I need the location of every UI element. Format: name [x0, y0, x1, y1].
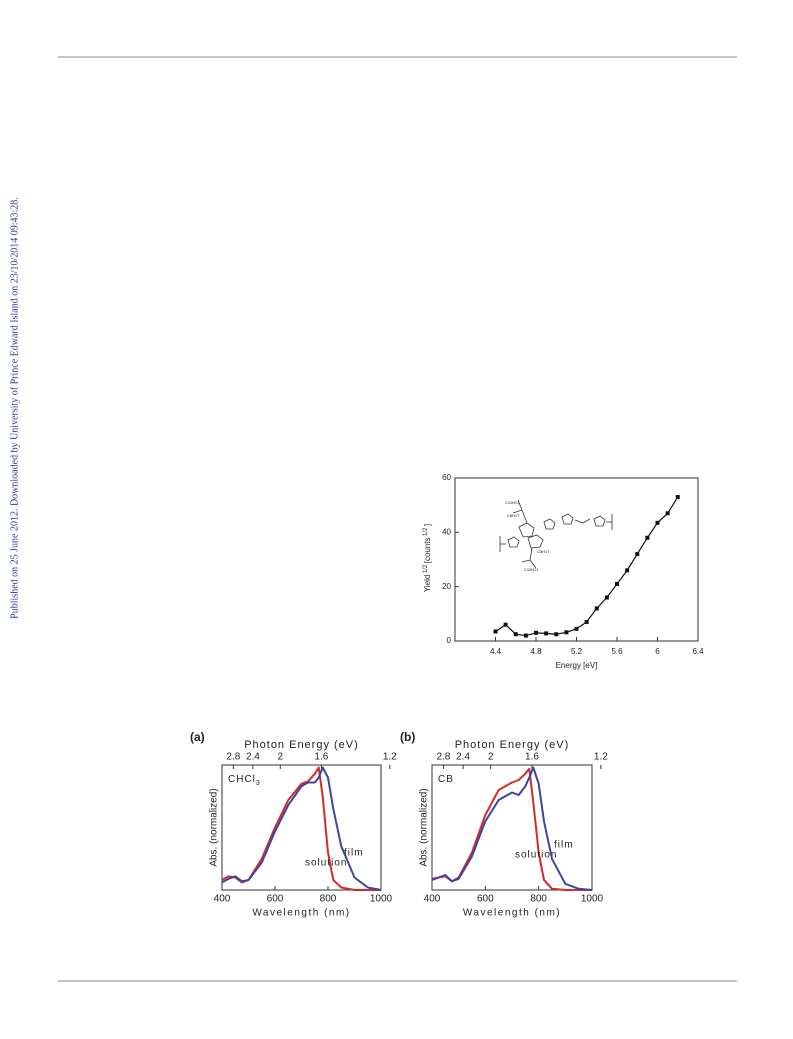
- x2-tick-label: 1.6: [314, 752, 328, 763]
- spectrum-line: [431, 766, 593, 891]
- series-label: film: [344, 848, 364, 859]
- data-point: [615, 581, 619, 586]
- series-label: film: [554, 840, 574, 851]
- data-point: [594, 606, 599, 611]
- data-point: [655, 520, 660, 525]
- molecule-inset: [499, 499, 613, 569]
- x2-tick-label: 1.2: [594, 752, 608, 763]
- inset-label: CB: [438, 774, 454, 785]
- x-tick-label: 5.6: [611, 647, 623, 656]
- inset-label-part: CB: [438, 774, 454, 785]
- data-point: [584, 619, 589, 624]
- x-tick-label: 4.4: [490, 647, 502, 656]
- data-point: [544, 631, 549, 636]
- data-point: [665, 511, 670, 516]
- data-point: [675, 495, 680, 500]
- data-point: [645, 535, 650, 540]
- y-axis-title: Abs. (normalized): [419, 788, 430, 866]
- x-tick-label: 400: [424, 894, 441, 905]
- plot-frame: [431, 764, 593, 891]
- spectrum-line: [431, 767, 592, 891]
- molecule-label: C10H21: [524, 567, 539, 572]
- x2-axis-title: Photon Energy (eV): [455, 739, 570, 751]
- y-axis-title: Abs. (normalized): [209, 788, 220, 866]
- x-tick-label: 5.2: [571, 647, 583, 656]
- side-text: Published on 25 June 2012. Downloaded by…: [9, 197, 20, 619]
- x-tick-label: 600: [267, 894, 284, 905]
- x-tick-label: 4.8: [530, 647, 542, 656]
- data-point: [635, 552, 640, 557]
- y-axis-title-part: 1/2: [423, 564, 429, 573]
- x-tick-label: 6: [655, 647, 660, 656]
- x-tick-label: 600: [477, 894, 494, 905]
- series-label: solution: [515, 850, 557, 861]
- data-point: [554, 632, 559, 637]
- series-label: solution: [305, 858, 347, 869]
- x-tick-label: 1000: [581, 894, 604, 905]
- plot-frame: [454, 477, 699, 642]
- y-axis-title-part: 1/2: [423, 527, 429, 536]
- data-point: [503, 622, 508, 627]
- y-tick-label: 0: [447, 636, 452, 645]
- data-point: [534, 630, 538, 635]
- spectrum-line: [221, 766, 381, 891]
- y-axis-title-part: Yield: [423, 575, 432, 593]
- y-tick-label: 40: [442, 527, 451, 536]
- data-point: [574, 626, 579, 631]
- molecule-label: C8H17: [537, 549, 550, 554]
- inset-label-part: 3: [256, 780, 261, 787]
- y-tick-label: 60: [442, 473, 451, 482]
- x-axis-title: Wavelength (nm): [252, 908, 350, 919]
- x2-tick-label: 2.4: [246, 752, 260, 763]
- x2-tick-label: 1.2: [383, 752, 397, 763]
- molecule-label: C8H17: [507, 513, 520, 518]
- data-point: [523, 633, 528, 638]
- spectrum-line: [221, 766, 382, 891]
- molecule-label: C10H21: [505, 500, 520, 505]
- x2-axis-title: Photon Energy (eV): [244, 739, 359, 751]
- y-axis-title: Yield 1/2[counts1/2]: [423, 524, 433, 592]
- x-tick-label: 800: [320, 894, 337, 905]
- y-axis-title-part: ]: [423, 524, 432, 526]
- x-tick-label: 1000: [370, 894, 393, 905]
- x2-tick-label: 2: [488, 752, 494, 763]
- y-tick-label: 20: [442, 582, 451, 591]
- x-tick-label: 800: [530, 894, 547, 905]
- x-tick-label: 400: [214, 894, 231, 905]
- inset-label: CHCl3: [228, 774, 261, 787]
- x2-tick-label: 2.8: [226, 752, 240, 763]
- panel-label: (a): [190, 730, 205, 744]
- data-point: [564, 630, 569, 635]
- data-point: [493, 629, 498, 634]
- x-axis-title: Energy [eV]: [556, 661, 598, 670]
- molecule-labels: C10H21 C8H17 C8H17 C10H21: [505, 500, 550, 572]
- inset-label-part: CHCl: [228, 774, 256, 785]
- x2-tick-label: 1.6: [525, 752, 539, 763]
- data-point: [513, 632, 518, 637]
- x2-tick-label: 2: [277, 752, 283, 763]
- x2-tick-label: 2.4: [456, 752, 470, 763]
- x-axis-title: Wavelength (nm): [463, 908, 561, 919]
- data-line: [495, 496, 679, 637]
- panel-label: (b): [400, 730, 415, 744]
- data-point: [625, 568, 630, 573]
- y-axis-title-part: [counts: [423, 537, 432, 563]
- x2-tick-label: 2.8: [436, 752, 450, 763]
- plot-frame: [221, 764, 382, 891]
- data-point: [604, 595, 609, 600]
- x-tick-label: 6.4: [692, 647, 704, 656]
